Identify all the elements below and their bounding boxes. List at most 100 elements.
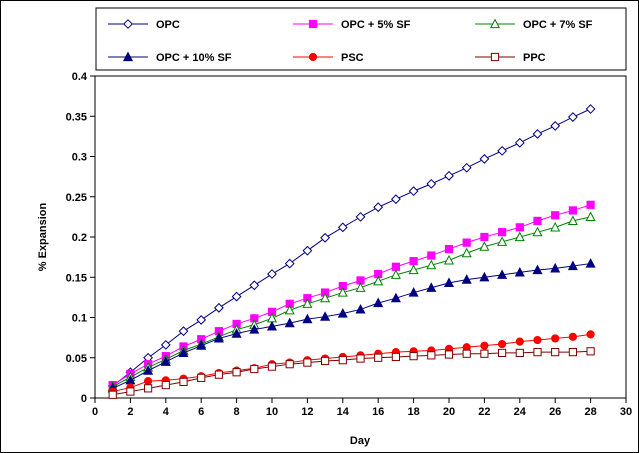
data-point <box>390 292 401 303</box>
x-tick-label: 28 <box>584 406 596 418</box>
data-point <box>498 348 507 358</box>
data-point <box>480 349 489 358</box>
data-point <box>391 262 400 271</box>
data-point <box>108 390 117 399</box>
data-point <box>267 269 277 279</box>
data-point <box>320 311 331 321</box>
data-point <box>515 223 524 232</box>
data-point <box>550 262 561 273</box>
data-point <box>337 307 348 318</box>
series-layer <box>107 104 596 399</box>
data-point <box>409 257 418 266</box>
legend-item: OPC <box>108 19 180 31</box>
data-point <box>214 370 224 379</box>
x-tick-label: 26 <box>549 406 561 418</box>
legend: OPC OPC + 5% SF OPC + 7% SF OPC + 10% SF PSC… <box>108 18 593 64</box>
data-point <box>231 328 242 338</box>
data-point <box>267 362 277 371</box>
data-point <box>514 266 525 277</box>
legend-item: OPC + 7% SF <box>475 18 593 31</box>
data-point <box>337 222 348 233</box>
data-point <box>231 291 242 302</box>
y-tick-label: 0.35 <box>66 111 87 123</box>
data-point <box>533 216 542 226</box>
data-point <box>515 337 524 346</box>
data-point <box>373 202 384 213</box>
data-point <box>144 376 153 386</box>
series-line <box>112 333 591 393</box>
data-point <box>567 215 578 225</box>
legend-label: OPC + 10% SF <box>156 52 232 64</box>
data-point <box>249 280 260 291</box>
data-point <box>427 351 436 360</box>
data-point <box>321 356 330 366</box>
data-point <box>568 206 577 215</box>
data-point <box>285 360 294 369</box>
legend-marker <box>489 18 501 29</box>
data-point <box>515 348 524 358</box>
data-point <box>462 349 471 358</box>
data-point <box>160 339 171 350</box>
x-tick-label: 16 <box>372 406 384 418</box>
legend-box <box>95 7 627 71</box>
data-point <box>567 112 578 122</box>
data-point <box>533 335 542 345</box>
x-tick-label: 20 <box>443 406 455 418</box>
data-point <box>551 348 560 357</box>
data-point <box>426 282 437 292</box>
data-point <box>444 170 454 181</box>
data-point <box>213 302 224 313</box>
x-tick-label: 2 <box>127 406 133 418</box>
data-point <box>338 356 347 365</box>
data-point <box>284 317 295 328</box>
data-point <box>302 298 313 308</box>
data-point <box>303 358 312 367</box>
data-point <box>213 332 224 343</box>
data-point <box>568 348 577 357</box>
x-tick-label: 10 <box>266 406 278 418</box>
data-point <box>426 259 437 270</box>
legend-label: OPC <box>156 19 180 31</box>
data-point <box>374 353 383 362</box>
data-point <box>532 264 543 275</box>
data-point <box>408 287 419 297</box>
legend-marker <box>308 52 318 62</box>
x-tick-label: 14 <box>337 406 350 418</box>
legend-label: OPC + 5% SF <box>341 19 411 31</box>
series-line <box>112 350 591 396</box>
y-tick-label: 0.2 <box>72 232 87 244</box>
y-tick-label: 0.1 <box>72 313 87 325</box>
data-point <box>462 238 471 247</box>
data-point <box>409 352 418 361</box>
data-point <box>249 324 260 334</box>
data-point <box>498 339 507 349</box>
data-point <box>497 236 508 246</box>
data-point <box>391 352 400 362</box>
data-point <box>532 129 543 139</box>
data-point <box>320 232 331 243</box>
data-point <box>586 200 595 209</box>
data-point <box>586 347 595 356</box>
y-tick-label: 0.25 <box>66 192 87 204</box>
data-point <box>373 297 384 308</box>
data-point <box>533 348 542 357</box>
data-point <box>514 137 525 148</box>
x-tick-label: 22 <box>478 406 490 418</box>
data-point <box>585 211 596 221</box>
data-point <box>480 341 489 350</box>
legend-marker <box>308 19 318 29</box>
data-point <box>497 269 508 279</box>
data-point <box>178 347 189 358</box>
data-point <box>427 251 436 260</box>
y-axis-title: % Expansion <box>37 202 49 271</box>
legend-marker <box>123 19 133 29</box>
x-tick-label: 12 <box>301 406 313 418</box>
data-point <box>585 104 596 114</box>
data-point <box>160 356 171 366</box>
y-tick-label: 0.3 <box>72 152 87 164</box>
data-point <box>480 232 489 242</box>
y-tick-label: 0 <box>81 393 87 405</box>
legend-marker <box>490 52 500 62</box>
